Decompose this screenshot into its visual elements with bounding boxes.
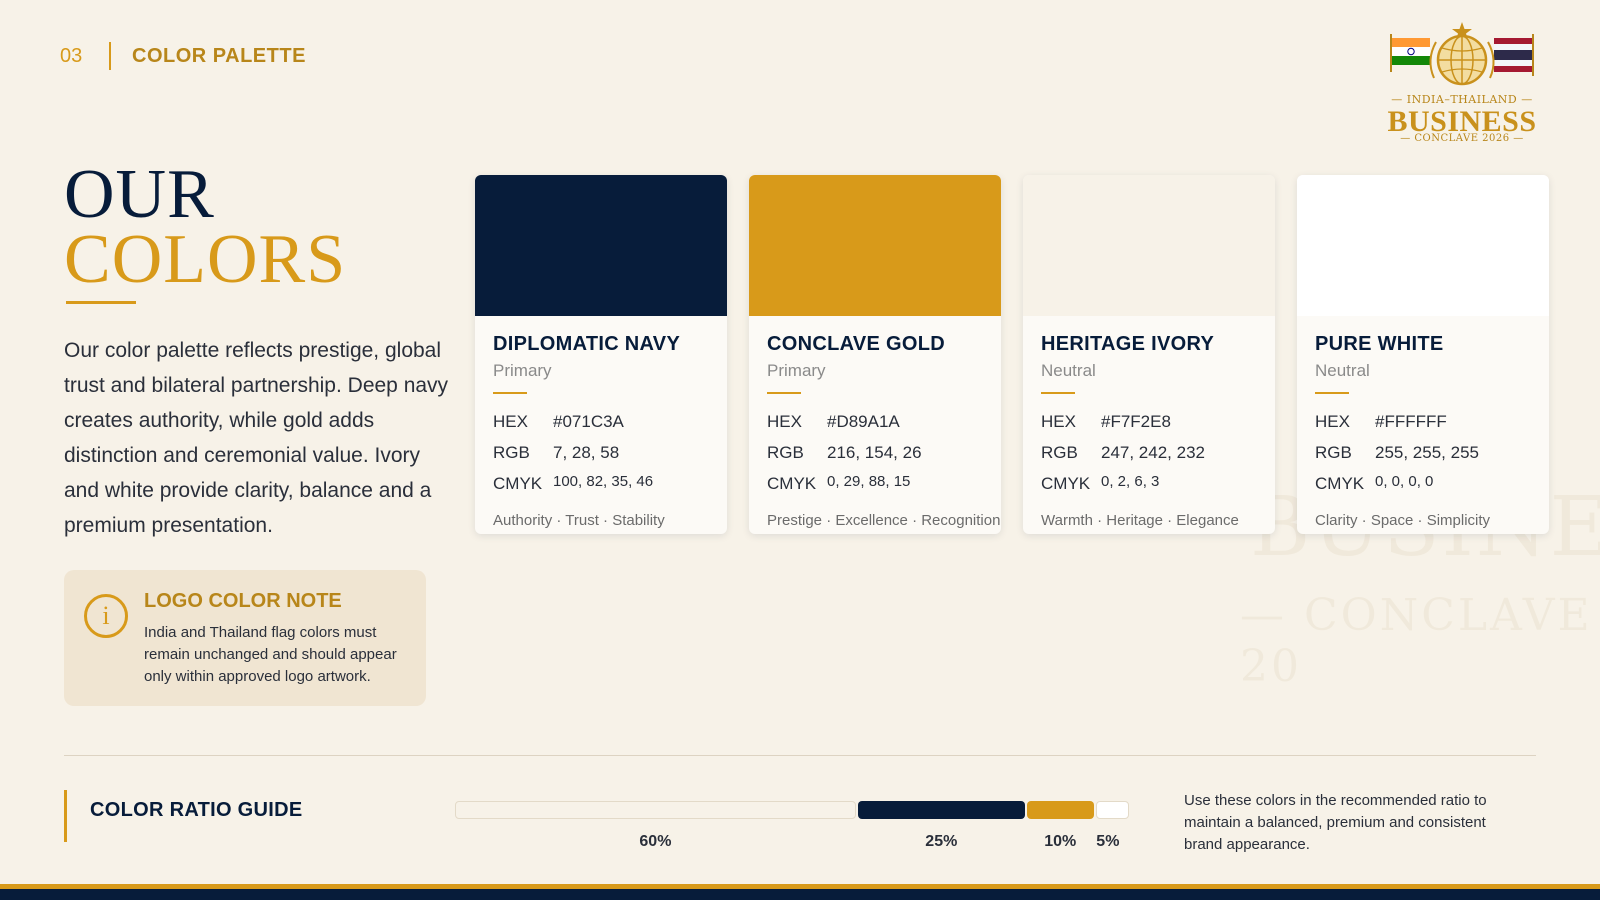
rgb-value: 255, 255, 255 — [1375, 443, 1479, 462]
hex-label: HEX — [493, 412, 528, 431]
heading-line-1: OUR — [64, 156, 215, 233]
color-attributes: Prestige · Excellence · Recognition — [767, 512, 1001, 529]
rgb-label: RGB — [493, 443, 530, 462]
cmyk-value: 0, 0, 0, 0 — [1375, 473, 1434, 490]
globe-flags-emblem — [1390, 22, 1534, 86]
intro-paragraph: Our color palette reflects prestige, glo… — [64, 339, 449, 537]
color-name: HERITAGE IVORY — [1041, 333, 1215, 355]
section-divider — [64, 755, 1536, 756]
color-card-navy: DIPLOMATIC NAVY Primary HEX #071C3A RGB … — [475, 175, 727, 534]
color-category: Neutral — [1041, 361, 1096, 380]
ratio-bar — [455, 801, 1129, 819]
card-accent-line — [767, 392, 801, 394]
globe-icon — [1429, 22, 1495, 86]
india-flag-icon — [1390, 34, 1430, 72]
color-card-ivory: HERITAGE IVORY Neutral HEX #F7F2E8 RGB 2… — [1023, 175, 1275, 534]
color-swatch — [1297, 175, 1549, 316]
hex-label: HEX — [1041, 412, 1076, 431]
hex-label: HEX — [1315, 412, 1350, 431]
note-text: India and Thailand flag colors must rema… — [144, 624, 397, 685]
cmyk-label: CMYK — [493, 474, 543, 493]
cmyk-value: 0, 29, 88, 15 — [827, 473, 911, 490]
logo-text-main: BUSINESS — [1387, 105, 1537, 138]
footer-navy-stripe — [0, 889, 1600, 900]
color-attributes: Authority · Trust · Stability — [493, 512, 665, 529]
hex-value: #FFFFFF — [1375, 412, 1447, 431]
color-category: Primary — [493, 361, 552, 380]
heading-line-2: COLORS — [64, 221, 347, 298]
rgb-label: RGB — [767, 443, 804, 462]
ratio-label-ivory: 60% — [639, 833, 672, 850]
card-accent-line — [1041, 392, 1075, 394]
hex-value: #D89A1A — [827, 412, 900, 431]
cmyk-value: 0, 2, 6, 3 — [1101, 473, 1160, 490]
ratio-description: Use these colors in the recommended rati… — [1184, 792, 1487, 853]
ratio-title: COLOR RATIO GUIDE — [90, 799, 303, 821]
thailand-flag-icon — [1494, 34, 1534, 76]
ratio-segment-navy — [857, 801, 1025, 819]
info-icon: i — [84, 594, 128, 638]
rgb-value: 7, 28, 58 — [553, 443, 620, 462]
rgb-label: RGB — [1315, 443, 1352, 462]
color-name: DIPLOMATIC NAVY — [493, 333, 681, 355]
hex-value: #F7F2E8 — [1101, 412, 1171, 431]
logo-text-top: — INDIA–THAILAND — — [1391, 93, 1533, 106]
ratio-label-white: 5% — [1096, 833, 1120, 850]
logo-color-note: i LOGO COLOR NOTE India and Thailand fla… — [64, 570, 426, 706]
cmyk-label: CMYK — [767, 474, 817, 493]
ratio-segment-ivory — [455, 801, 856, 819]
hex-value: #071C3A — [553, 412, 624, 431]
color-category: Neutral — [1315, 361, 1370, 380]
cmyk-label: CMYK — [1315, 474, 1365, 493]
rgb-value: 216, 154, 26 — [827, 443, 922, 462]
rgb-value: 247, 242, 232 — [1101, 443, 1205, 462]
ratio-segment-gold — [1026, 801, 1094, 819]
header-divider — [109, 42, 111, 70]
color-swatch — [749, 175, 1001, 316]
section-title: COLOR PALETTE — [132, 45, 306, 67]
color-swatch — [1023, 175, 1275, 316]
ratio-segment-white — [1095, 801, 1129, 819]
color-card-white: PURE WHITE Neutral HEX #FFFFFF RGB 255, … — [1297, 175, 1549, 534]
cmyk-value: 100, 82, 35, 46 — [553, 473, 654, 490]
slide-number: 03 — [60, 45, 83, 67]
color-name: CONCLAVE GOLD — [767, 333, 945, 355]
logo-text-bottom: — CONCLAVE 2026 — — [1400, 133, 1524, 144]
card-accent-line — [1315, 392, 1349, 394]
color-card-gold: CONCLAVE GOLD Primary HEX #D89A1A RGB 21… — [749, 175, 1001, 534]
ratio-accent-bar — [64, 790, 67, 842]
color-swatch — [475, 175, 727, 316]
hex-label: HEX — [767, 412, 802, 431]
ratio-label-gold: 10% — [1044, 833, 1077, 850]
color-attributes: Warmth · Heritage · Elegance — [1041, 512, 1239, 529]
footer-gold-stripe — [0, 884, 1600, 889]
color-name: PURE WHITE — [1315, 333, 1444, 355]
card-accent-line — [493, 392, 527, 394]
color-category: Primary — [767, 361, 826, 380]
watermark-subtext: — CONCLAVE 20 — [1240, 590, 1593, 692]
rgb-label: RGB — [1041, 443, 1078, 462]
conclave-logo: — INDIA–THAILAND — BUSINESS — CONCLAVE 2… — [1386, 20, 1538, 150]
heading-underline — [66, 301, 136, 304]
cmyk-label: CMYK — [1041, 474, 1091, 493]
note-title: LOGO COLOR NOTE — [144, 590, 342, 612]
color-attributes: Clarity · Space · Simplicity — [1315, 512, 1491, 529]
ratio-label-navy: 25% — [925, 833, 958, 850]
